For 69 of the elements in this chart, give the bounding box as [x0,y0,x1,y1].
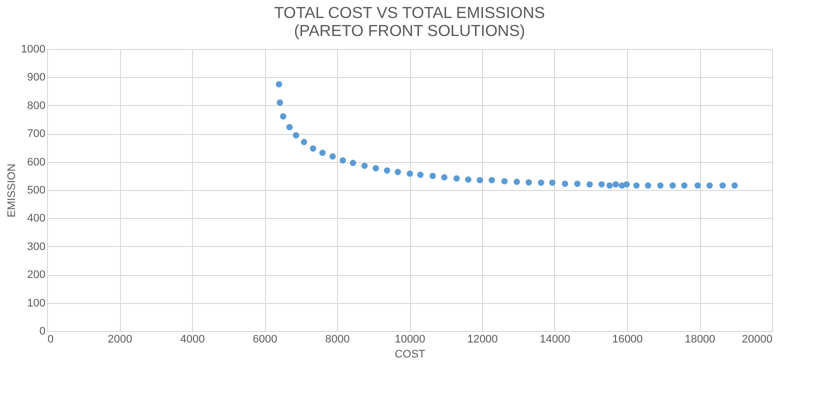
x-axis-title: COST [394,348,426,360]
y-tick-label: 500 [27,184,46,196]
point [417,172,424,178]
y-tick-label: 200 [27,269,46,282]
point [694,182,701,189]
y-axis-title: EMISSION [6,164,18,218]
point [384,167,390,174]
x-tick-label: 12000 [467,334,498,346]
point [598,181,605,188]
x-tick-label: 6000 [252,334,278,346]
point [394,168,402,176]
point [574,180,580,187]
chart-title: TOTAL COST VS TOTAL EMISSIONS (PARETO FRONT SOLUTIONS) [274,5,545,40]
point [526,179,532,186]
y-tick-label: 900 [27,72,46,84]
point [292,132,300,138]
x-tick-label: 4000 [180,334,205,346]
point [657,182,664,189]
point [612,181,619,188]
point [538,180,544,186]
point [280,113,286,120]
point [644,182,652,189]
y-tick-label: 800 [27,100,46,112]
point [276,81,282,88]
y-tick-label: 700 [27,128,46,140]
point [453,175,460,182]
y-tick-label: 100 [27,297,46,310]
point [286,124,293,130]
point [430,172,436,180]
y-tick-label: 0 [39,326,46,338]
point [310,145,316,152]
point [441,174,448,180]
point [633,182,640,189]
point [606,182,613,189]
x-tick-label: 14000 [540,334,570,346]
point [319,150,326,156]
point [514,178,520,185]
point [670,182,676,189]
x-tick-label: 10000 [394,334,426,346]
point [623,181,630,188]
x-tick-label: 2000 [108,334,132,346]
x-tick-label: 20000 [742,334,772,346]
x-tick-label: 16000 [612,334,643,346]
point [476,176,483,184]
y-tick-label: 400 [27,212,46,225]
y-tick-label: 1000 [21,44,46,56]
point [586,181,593,188]
point [329,153,336,160]
point [549,180,556,186]
point [732,182,738,189]
point [350,160,356,166]
point [361,162,368,169]
point [720,182,726,189]
point [276,99,284,106]
point [340,157,346,164]
y-tick-label: 300 [27,240,46,253]
point [562,180,568,187]
point [300,138,308,146]
point [681,182,688,189]
y-tick-label: 600 [27,156,46,168]
point [372,165,379,172]
point [501,178,508,184]
point [706,182,713,189]
x-tick-label: 18000 [684,334,716,346]
point [488,176,495,184]
x-tick-label: 0 [48,334,54,346]
point [465,176,472,183]
x-tick-label: 8000 [325,334,350,346]
point [406,170,414,177]
